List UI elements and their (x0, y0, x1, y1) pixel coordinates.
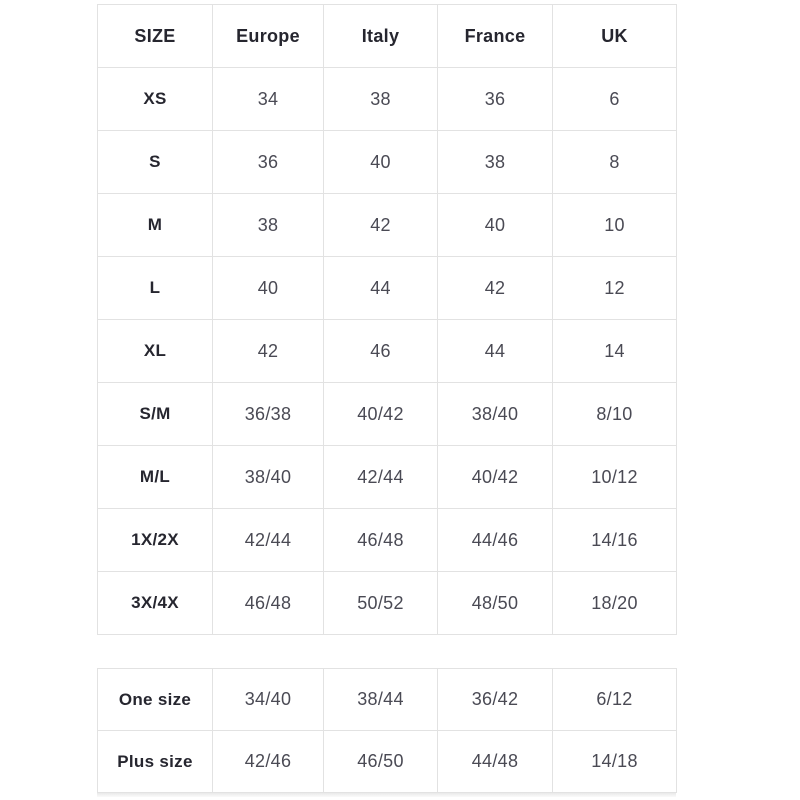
table-row: M/L 38/40 42/44 40/42 10/12 (97, 445, 677, 509)
special-size-table: One size 34/40 38/44 36/42 6/12 Plus size 42/4… (97, 668, 677, 793)
table-row: Plus size 42/46 46/50 44/48 14/18 (97, 730, 677, 793)
size-value-cell: 48/50 (437, 571, 553, 635)
row-label: L (97, 256, 213, 320)
size-value-cell: 14 (552, 319, 677, 383)
size-value-cell: 42 (212, 319, 324, 383)
size-value-cell: 38 (323, 67, 438, 131)
row-label: One size (97, 668, 213, 731)
row-label: S/M (97, 382, 213, 446)
header-cell-uk: UK (552, 4, 677, 68)
size-table-body: XS 34 38 36 6 S 36 40 38 8 M 38 42 40 10 L 40 44 42 12 XL 42 4… (97, 67, 677, 635)
row-label: 3X/4X (97, 571, 213, 635)
size-value-cell: 14/16 (552, 508, 677, 572)
row-label: M (97, 193, 213, 257)
row-label: M/L (97, 445, 213, 509)
row-label: S (97, 130, 213, 194)
table-row: 1X/2X 42/44 46/48 44/46 14/16 (97, 508, 677, 572)
row-label: 1X/2X (97, 508, 213, 572)
size-value-cell: 8 (552, 130, 677, 194)
table-row: One size 34/40 38/44 36/42 6/12 (97, 668, 677, 731)
row-label: XS (97, 67, 213, 131)
size-value-cell: 44/46 (437, 508, 553, 572)
size-value-cell: 46 (323, 319, 438, 383)
size-value-cell: 34/40 (212, 668, 324, 731)
size-value-cell: 18/20 (552, 571, 677, 635)
size-value-cell: 10 (552, 193, 677, 257)
table-row: 3X/4X 46/48 50/52 48/50 18/20 (97, 571, 677, 635)
size-value-cell: 38/44 (323, 668, 438, 731)
size-value-cell: 44 (437, 319, 553, 383)
size-value-cell: 42/44 (323, 445, 438, 509)
size-value-cell: 36 (437, 67, 553, 131)
size-table-header: SIZE Europe Italy France UK (97, 4, 677, 68)
row-label: XL (97, 319, 213, 383)
size-value-cell: 34 (212, 67, 324, 131)
size-value-cell: 14/18 (552, 730, 677, 793)
special-size-table-body: One size 34/40 38/44 36/42 6/12 Plus size 42/4… (97, 668, 677, 793)
size-value-cell: 36/38 (212, 382, 324, 446)
size-value-cell: 42 (437, 256, 553, 320)
table-row: XS 34 38 36 6 (97, 67, 677, 131)
size-value-cell: 36 (212, 130, 324, 194)
size-value-cell: 42/44 (212, 508, 324, 572)
size-value-cell: 44/48 (437, 730, 553, 793)
size-value-cell: 46/50 (323, 730, 438, 793)
size-value-cell: 44 (323, 256, 438, 320)
size-value-cell: 38 (212, 193, 324, 257)
size-value-cell: 12 (552, 256, 677, 320)
size-value-cell: 42/46 (212, 730, 324, 793)
size-value-cell: 10/12 (552, 445, 677, 509)
size-value-cell: 40/42 (437, 445, 553, 509)
table-row: XL 42 46 44 14 (97, 319, 677, 383)
size-table: SIZE Europe Italy France UK XS 34 38 36 6 S 36… (97, 4, 677, 635)
size-value-cell: 42 (323, 193, 438, 257)
row-label: Plus size (97, 730, 213, 793)
size-value-cell: 6 (552, 67, 677, 131)
size-value-cell: 36/42 (437, 668, 553, 731)
size-value-cell: 8/10 (552, 382, 677, 446)
table-row: M 38 42 40 10 (97, 193, 677, 257)
size-value-cell: 46/48 (323, 508, 438, 572)
header-cell-italy: Italy (323, 4, 438, 68)
table-row: S/M 36/38 40/42 38/40 8/10 (97, 382, 677, 446)
table-row: L 40 44 42 12 (97, 256, 677, 320)
size-value-cell: 38/40 (437, 382, 553, 446)
size-value-cell: 40/42 (323, 382, 438, 446)
header-cell-europe: Europe (212, 4, 324, 68)
header-cell-france: France (437, 4, 553, 68)
table-row: S 36 40 38 8 (97, 130, 677, 194)
size-value-cell: 40 (212, 256, 324, 320)
size-value-cell: 6/12 (552, 668, 677, 731)
header-row: SIZE Europe Italy France UK (97, 4, 677, 68)
size-value-cell: 38 (437, 130, 553, 194)
table-bottom-shadow (97, 793, 676, 797)
size-conversion-tables: SIZE Europe Italy France UK XS 34 38 36 6 S 36… (97, 4, 677, 797)
size-value-cell: 40 (437, 193, 553, 257)
size-value-cell: 40 (323, 130, 438, 194)
size-value-cell: 50/52 (323, 571, 438, 635)
size-value-cell: 46/48 (212, 571, 324, 635)
size-value-cell: 38/40 (212, 445, 324, 509)
header-cell-size: SIZE (97, 4, 213, 68)
